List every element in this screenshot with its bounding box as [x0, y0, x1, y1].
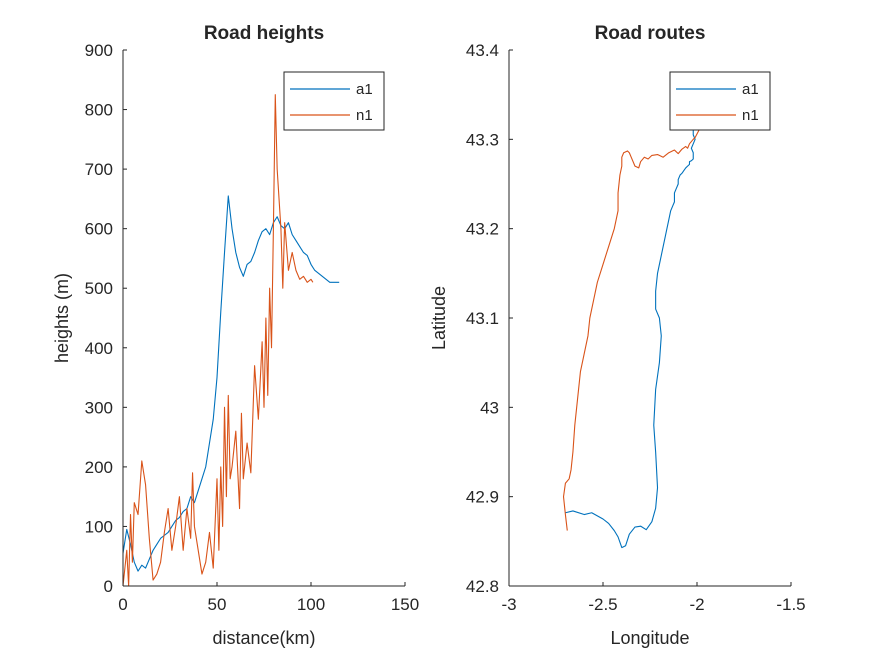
- road-heights-x-tick-label: 100: [297, 595, 325, 614]
- road-routes-y-tick-label: 43.2: [466, 220, 499, 239]
- road-heights-y-tick-label: 800: [85, 101, 113, 120]
- road-routes-x-tick-label: -3: [501, 595, 516, 614]
- road-routes-legend-box: [669, 71, 771, 131]
- road-routes-y-tick-label: 43: [480, 398, 499, 417]
- road-routes-chart: Road routes -3 -2.5 -2 -1.5 42.8 42.9 43 43.1 43…: [429, 23, 806, 648]
- road-heights-y-tick-label: 200: [85, 458, 113, 477]
- road-heights-x-tick-label: 0: [118, 595, 127, 614]
- road-heights-plot-area: [122, 94, 340, 587]
- road-heights-y-tick-label: 0: [104, 577, 113, 596]
- road-routes-plot-area: [562, 130, 700, 549]
- road-routes-x-tick-label: -2: [689, 595, 704, 614]
- road-heights-chart: Road heights 0 50 100 150 0 100 200 300 400 500 60…: [52, 23, 419, 648]
- road-routes-xlabel: Longitude: [610, 628, 689, 648]
- road-heights-legend: a1 n1: [283, 71, 385, 131]
- road-heights-y-tick-label: 600: [85, 220, 113, 239]
- road-heights-x-tick-label: 50: [208, 595, 227, 614]
- road-routes-y-tick-label: 43.1: [466, 309, 499, 328]
- road-heights-ylabel: heights (m): [52, 273, 72, 363]
- road-routes-series-n1: [562, 130, 700, 531]
- road-routes-y-tick-label: 43.3: [466, 130, 499, 149]
- road-routes-y-tick-label: 43.4: [466, 41, 499, 60]
- road-heights-y-tick-label: 300: [85, 398, 113, 417]
- road-heights-y-tick-label: 900: [85, 41, 113, 60]
- road-heights-y-tick-label: 500: [85, 279, 113, 298]
- road-heights-y-tick-label: 700: [85, 160, 113, 179]
- road-routes-y-tick-label: 42.8: [466, 577, 499, 596]
- road-heights-y-tick-label: 400: [85, 339, 113, 358]
- road-routes-axes: -3 -2.5 -2 -1.5 42.8 42.9 43 43.1 43.2 43.3 43.4: [466, 41, 806, 614]
- road-routes-legend-label-n1: n1: [742, 107, 759, 124]
- road-heights-series-a1: [122, 195, 340, 572]
- road-heights-legend-label-n1: n1: [356, 107, 373, 124]
- road-heights-legend-box: [283, 71, 385, 131]
- road-routes-legend: a1 n1: [669, 71, 771, 131]
- road-heights-series-n1: [122, 94, 314, 587]
- road-heights-xlabel: distance(km): [212, 628, 315, 648]
- road-routes-series-a1: [565, 130, 696, 549]
- road-routes-x-tick-label: -2.5: [588, 595, 617, 614]
- road-routes-legend-label-a1: a1: [742, 81, 759, 98]
- road-heights-x-tick-label: 150: [391, 595, 419, 614]
- road-routes-y-tick-label: 42.9: [466, 488, 499, 507]
- road-routes-title: Road routes: [595, 23, 706, 44]
- road-heights-axes: 0 50 100 150 0 100 200 300 400 500 600 700 800 900: [85, 41, 420, 614]
- road-routes-ylabel: Latitude: [429, 286, 449, 350]
- road-heights-legend-label-a1: a1: [356, 81, 373, 98]
- road-routes-x-tick-label: -1.5: [776, 595, 805, 614]
- road-heights-title: Road heights: [204, 23, 324, 44]
- road-heights-y-tick-label: 100: [85, 517, 113, 536]
